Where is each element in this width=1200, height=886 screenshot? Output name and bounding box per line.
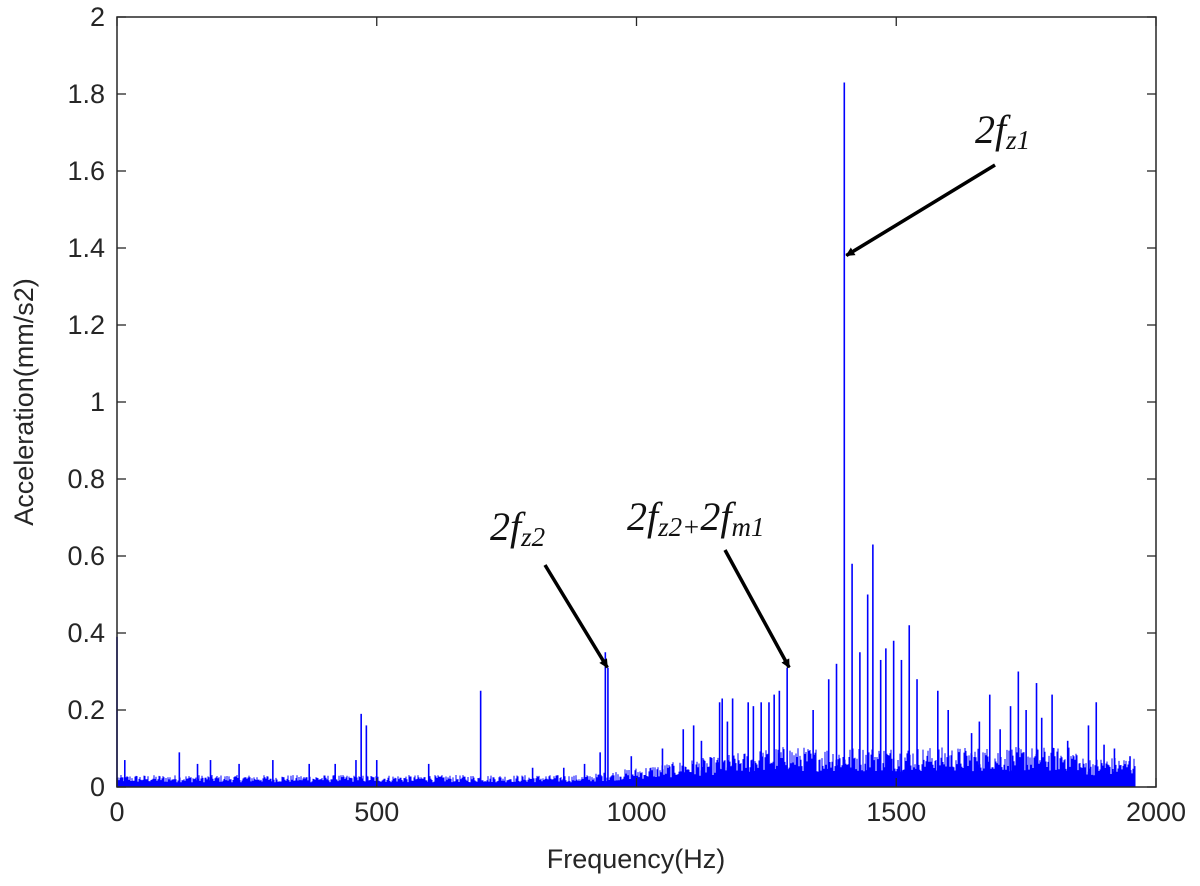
x-tick-label: 1500 <box>866 797 926 827</box>
y-tick-label: 0.4 <box>67 618 105 648</box>
peak-annotation-label: 2fz2 <box>490 504 545 552</box>
y-tick-label: 2 <box>90 2 105 32</box>
y-tick-label: 1.2 <box>67 310 105 340</box>
axis-tick-labels: 0 500 1000 1500 2000 0 0.2 0.4 0.6 0.8 1 1.2 1.4 1.6 1… <box>67 2 1186 827</box>
peak-annotations: 2fz1 2fz2 2fz2+2fm1 <box>490 107 1030 669</box>
y-axis-label: Acceleration(mm/s2) <box>9 278 39 526</box>
peak-annotation-label: 2fz1 <box>975 107 1030 155</box>
y-tick-label: 0.8 <box>67 464 105 494</box>
x-tick-label: 2000 <box>1126 797 1186 827</box>
peak-annotation-label: 2fz2+2fm1 <box>627 494 764 542</box>
y-tick-label: 0.2 <box>67 695 105 725</box>
y-tick-label: 1.4 <box>67 233 105 263</box>
y-tick-label: 1.8 <box>67 79 105 109</box>
x-tick-label: 1000 <box>606 797 666 827</box>
y-tick-label: 0.6 <box>67 541 105 571</box>
annotation-arrow <box>723 549 791 669</box>
y-tick-label: 1 <box>90 387 105 417</box>
annotation-arrow <box>845 163 996 258</box>
x-tick-label: 500 <box>354 797 399 827</box>
x-tick-label: 0 <box>109 797 124 827</box>
y-tick-label: 1.6 <box>67 156 105 186</box>
annotation-arrow <box>543 564 609 669</box>
x-axis-label: Frequency(Hz) <box>547 844 726 874</box>
plot-background <box>117 17 1156 787</box>
axis-ticks <box>116 16 1157 788</box>
y-tick-label: 0 <box>90 772 105 802</box>
spectrum-peaks <box>116 82 1131 787</box>
